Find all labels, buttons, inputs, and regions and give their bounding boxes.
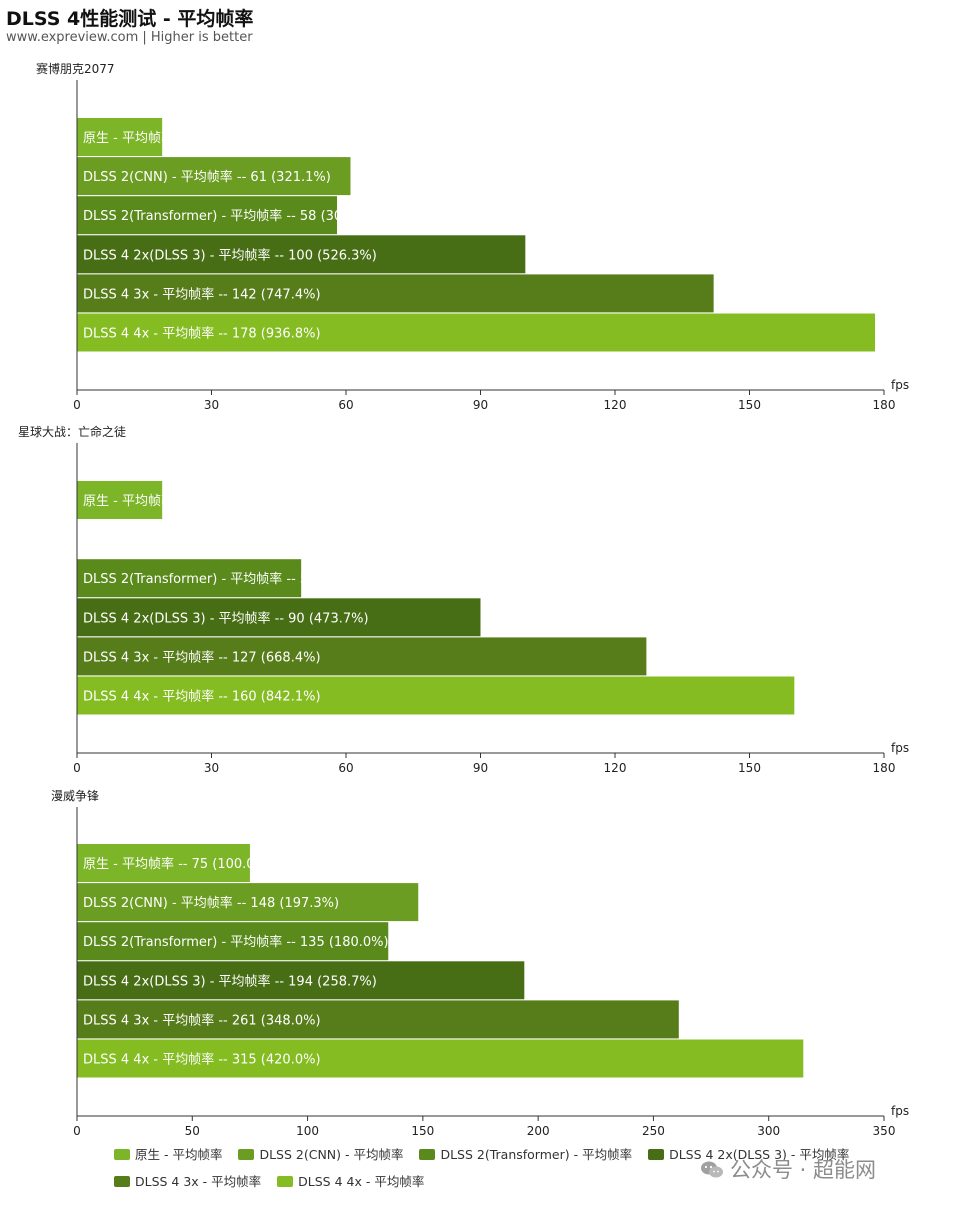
x-tick-label: 50 [185,1124,200,1138]
bar-label: DLSS 4 3x - 平均帧率 -- 261 (348.0%) [83,1012,321,1028]
chart-marvel-rivals: 原生 - 平均帧率 -- 75 (100.0%) DLSS 2(CNN) - 平均… [73,807,909,1138]
bar-label: DLSS 2(Transformer) - 平均帧率 -- 58 (305.3%… [83,208,380,224]
chart-title-star-wars-outlaws: 星球大战：亡命之徒 [18,425,127,439]
legend-item-dlss4-3x[interactable]: DLSS 4 3x - 平均帧率 [114,1171,261,1190]
bar-label: DLSS 4 4x - 平均帧率 -- 160 (842.1%) [83,689,321,705]
legend-swatch [114,1176,130,1187]
bar-4 [77,235,526,274]
bar-label: DLSS 4 3x - 平均帧率 -- 142 (747.4%) [83,286,321,302]
x-axis-unit: fps [891,378,909,392]
bar-label: DLSS 4 2x(DLSS 3) - 平均帧率 -- 90 (473.7%) [83,610,369,626]
x-tick-label: 150 [411,1124,434,1138]
bar-6 [77,676,795,715]
bar-2 [77,883,419,922]
legend-item-dlss2-cnn[interactable]: DLSS 2(CNN) - 平均帧率 [238,1144,403,1163]
legend-label: DLSS 2(CNN) - 平均帧率 [259,1147,404,1162]
bar-label: DLSS 4 2x(DLSS 3) - 平均帧率 -- 194 (258.7%) [83,973,377,989]
bar-5 [77,637,647,676]
legend-label: DLSS 4 4x - 平均帧率 [298,1174,425,1189]
watermark: 公众号 · 超能网 [700,1154,876,1184]
bar-2 [77,157,351,196]
bar-4 [77,598,481,637]
bar-1 [77,118,163,156]
page-title: DLSS 4性能测试 - 平均帧率 [6,8,254,30]
x-tick-label: 120 [604,398,627,412]
watermark-text: 公众号 · 超能网 [730,1158,877,1182]
x-tick-label: 60 [338,398,353,412]
page-subtitle: www.expreview.com | Higher is better [6,30,253,45]
bar-6 [77,313,876,352]
x-tick-label: 100 [296,1124,319,1138]
chart-star-wars-outlaws: 原生 - 平均帧率 -- 19 (100.0%) DLSS 2(Transform… [73,443,909,775]
x-tick-label: 350 [873,1124,896,1138]
x-tick-label: 30 [204,761,219,775]
x-tick-label: 250 [642,1124,665,1138]
x-tick-label: 150 [738,398,761,412]
x-tick-label: 180 [873,761,896,775]
bar-label: DLSS 2(Transformer) - 平均帧率 -- 50 (263.2%… [83,571,380,587]
x-axis-unit: fps [891,741,909,755]
x-axis-unit: fps [891,1104,909,1118]
legend-label: DLSS 2(Transformer) - 平均帧率 [440,1147,633,1162]
legend-swatch [419,1149,436,1160]
x-tick-label: 30 [204,398,219,412]
bar-label: DLSS 4 3x - 平均帧率 -- 127 (668.4%) [83,649,321,665]
legend-label: 原生 - 平均帧率 [135,1147,223,1162]
bar-label: DLSS 2(CNN) - 平均帧率 -- 148 (197.3%) [83,895,339,911]
x-tick-label: 0 [73,398,81,412]
bar-5 [77,274,714,313]
bar-label: DLSS 2(Transformer) - 平均帧率 -- 135 (180.0… [83,934,389,950]
chart-title-cyberpunk: 赛博朋克2077 [36,62,115,76]
x-tick-label: 60 [338,761,353,775]
x-tick-label: 0 [73,1124,81,1138]
x-tick-label: 150 [738,761,761,775]
chart-cyberpunk: 原生 - 平均帧率 -- 19 (100.0%) DLSS 2(CNN) - 平均… [73,80,909,412]
legend-swatch [114,1149,130,1160]
x-tick-label: 200 [527,1124,550,1138]
bar-1 [77,481,163,519]
bar-4 [77,961,525,1000]
bar-label: 原生 - 平均帧率 -- 19 (100.0%) [83,493,272,509]
legend-item-native[interactable]: 原生 - 平均帧率 [114,1144,222,1163]
bar-label: 原生 - 平均帧率 -- 19 (100.0%) [83,130,272,146]
legend-label: DLSS 4 2x(DLSS 3) - 平均帧率 [669,1147,850,1162]
legend-swatch [648,1149,665,1160]
x-tick-label: 0 [73,761,81,775]
x-tick-label: 180 [873,398,896,412]
x-tick-label: 300 [757,1124,780,1138]
bar-6 [77,1039,804,1078]
legend-label: DLSS 4 3x - 平均帧率 [135,1174,262,1189]
bar-label: DLSS 4 4x - 平均帧率 -- 178 (936.8%) [83,326,321,342]
bar-3 [77,559,302,598]
legend-item-dlss4-4x[interactable]: DLSS 4 4x - 平均帧率 [277,1171,424,1190]
legend-item-dlss4-2x[interactable]: DLSS 4 2x(DLSS 3) - 平均帧率 [648,1144,849,1163]
x-tick-label: 90 [473,761,488,775]
bar-1 [77,844,250,882]
bar-5 [77,1000,679,1039]
bar-label: DLSS 2(CNN) - 平均帧率 -- 61 (321.1%) [83,169,331,185]
chart-legend: 原生 - 平均帧率 DLSS 2(CNN) - 平均帧率 DLSS 2(Tran… [114,1144,874,1198]
x-tick-label: 90 [473,398,488,412]
bar-3 [77,196,338,235]
bar-label: DLSS 4 2x(DLSS 3) - 平均帧率 -- 100 (526.3%) [83,247,377,263]
bar-label: 原生 - 平均帧率 -- 75 (100.0%) [83,856,272,872]
legend-item-dlss2-transformer[interactable]: DLSS 2(Transformer) - 平均帧率 [419,1144,632,1163]
legend-swatch [277,1176,294,1187]
x-tick-label: 120 [604,761,627,775]
wechat-icon [701,1161,723,1178]
chart-title-marvel-rivals: 漫威争锋 [51,789,100,803]
bar-3 [77,922,389,961]
bar-label: DLSS 4 4x - 平均帧率 -- 315 (420.0%) [83,1052,321,1068]
legend-swatch [238,1149,255,1160]
